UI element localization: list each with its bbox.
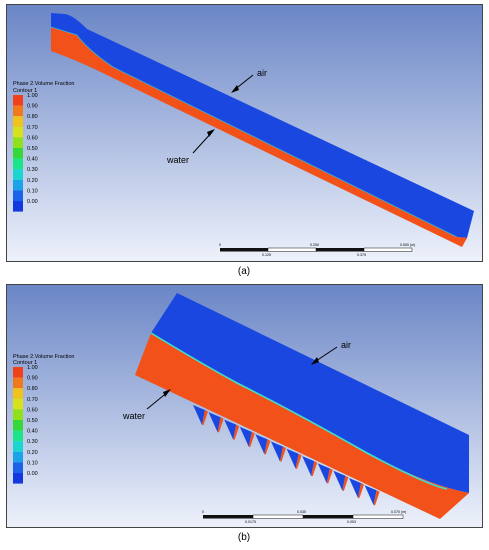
legend-swatch (13, 190, 23, 201)
panel-a: Phase 2.Volume Fraction Contour 1 1.00 0.… (6, 4, 483, 262)
scale-label-bottom-1: 0.375 (357, 253, 366, 257)
legend-label: 0.20 (27, 178, 38, 184)
legend-label: 0.60 (27, 135, 38, 141)
legend-label: 0.30 (27, 167, 38, 173)
water-annotation: water (166, 129, 215, 165)
legend-swatch (13, 441, 23, 452)
legend-swatch (13, 158, 23, 170)
legend-swatch (13, 409, 23, 420)
cavity (286, 448, 302, 469)
legend-swatch (13, 105, 23, 117)
legend-swatch (13, 95, 23, 106)
cavity (317, 463, 333, 484)
scale-label-top-2: 0.500 (m) (400, 243, 415, 247)
caption-b: (b) (237, 532, 251, 543)
legend-label: 0.30 (27, 439, 38, 445)
legend-swatch (13, 137, 23, 148)
legend-label: 0.90 (27, 104, 38, 110)
legend-label: 0.60 (27, 407, 38, 413)
legend-swatch (13, 367, 23, 378)
cavity (364, 485, 380, 506)
water-label: water (122, 411, 145, 421)
cavity (271, 441, 286, 462)
scale-label-bottom-1: 0.053 (347, 520, 356, 524)
legend-label: 0.50 (27, 418, 38, 424)
legend-swatch (13, 388, 23, 399)
scale-label-top-2: 0.070 (m) (391, 510, 406, 514)
air-label: air (341, 340, 351, 350)
legend-label: 0.70 (27, 397, 38, 403)
legend-title: Phase 2.Volume Fraction (13, 354, 74, 360)
legend-subtitle: Contour 1 (13, 88, 37, 94)
legend-label: 0.40 (27, 157, 38, 163)
cavity (349, 478, 364, 498)
cavity (224, 419, 240, 440)
legend-swatch (13, 377, 23, 389)
water-label: water (166, 155, 189, 165)
legend-swatch (13, 169, 23, 180)
legend-swatch (13, 430, 23, 442)
legend-labels: 1.00 0.90 0.80 0.70 0.60 0.50 0.40 0.30 0.20 0.10… (27, 365, 38, 477)
scale-label-top-0: 0 (202, 510, 204, 514)
cavity (333, 470, 349, 491)
legend-label: 0.90 (27, 376, 38, 382)
legend: Phase 2.Volume Fraction Contour 1 1.00 0.… (13, 354, 74, 484)
scale-label-bottom-0: 0.125 (262, 253, 271, 257)
air-annotation: air (311, 340, 351, 365)
legend-label: 0.10 (27, 188, 38, 194)
legend-swatch (13, 126, 23, 138)
scale-label-bottom-0: 0.0175 (245, 520, 256, 524)
simulation-view-a: Phase 2.Volume Fraction Contour 1 1.00 0.… (7, 5, 482, 261)
scale-label-top-1: 0.250 (310, 243, 319, 247)
air-label: air (257, 68, 267, 78)
legend-labels: 1.00 0.90 0.80 0.70 0.60 0.50 0.40 0.30 0.20 0.10… (27, 93, 38, 205)
legend-swatch (13, 116, 23, 127)
cavity (239, 426, 255, 447)
legend-label: 0.80 (27, 386, 38, 392)
cavity-row (193, 405, 380, 506)
interface-line (150, 332, 448, 490)
legend-colorbar (13, 95, 23, 212)
caption-a: (a) (237, 266, 251, 277)
legend-swatch (13, 462, 23, 473)
cavity (193, 405, 208, 425)
legend-label: 0.00 (27, 199, 38, 205)
simulation-view-b: Phase 2.Volume Fraction Contour 1 1.00 0.… (7, 285, 482, 527)
legend-label: 0.00 (27, 471, 38, 477)
scale-bar: 0 0.035 0.070 (m) 0.0175 0.053 (202, 510, 406, 524)
legend-colorbar (13, 367, 23, 484)
water-annotation: water (122, 389, 171, 421)
legend-title: Phase 2.Volume Fraction (13, 81, 74, 87)
legend-swatch (13, 420, 23, 431)
legend-swatch (13, 179, 23, 191)
legend-label: 0.20 (27, 450, 38, 456)
legend-swatch (13, 473, 23, 484)
legend-label: 0.70 (27, 125, 38, 131)
legend-swatch (13, 148, 23, 159)
legend-label: 1.00 (27, 365, 38, 371)
cavity (208, 412, 224, 433)
legend-label: 1.00 (27, 93, 38, 99)
legend-label: 0.50 (27, 146, 38, 152)
scale-label-top-0: 0 (219, 243, 221, 247)
legend-label: 0.80 (27, 114, 38, 120)
legend: Phase 2.Volume Fraction Contour 1 1.00 0.… (13, 81, 74, 212)
cavity (255, 434, 271, 455)
legend-subtitle: Contour 1 (13, 360, 37, 366)
legend-swatch (13, 451, 23, 463)
panel-b: Phase 2.Volume Fraction Contour 1 1.00 0.… (6, 284, 483, 528)
interface-line (50, 26, 458, 238)
scale-label-top-1: 0.035 (297, 510, 306, 514)
water-region (51, 27, 467, 247)
water-region (135, 333, 469, 519)
scale-bar: 0 0.250 0.500 (m) 0.125 0.375 (219, 243, 415, 257)
legend-swatch (13, 201, 23, 212)
air-annotation: air (231, 68, 267, 93)
legend-swatch (13, 398, 23, 410)
legend-label: 0.40 (27, 429, 38, 435)
air-region (151, 293, 469, 493)
air-region (51, 13, 474, 238)
legend-label: 0.10 (27, 460, 38, 466)
cavity (302, 456, 318, 477)
